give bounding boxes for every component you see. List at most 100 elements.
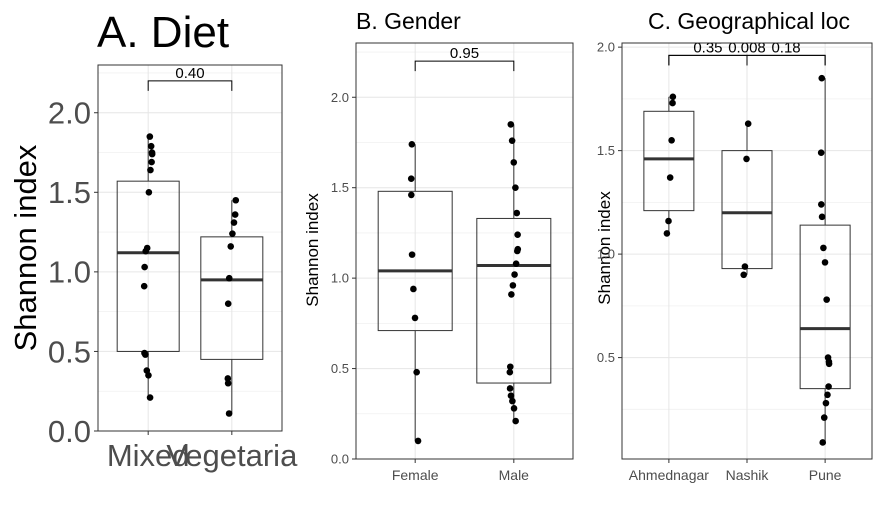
gender-data-point: [407, 175, 415, 182]
gender-data-point: [413, 368, 420, 376]
panel-gender-y-axis-label: Shannon index: [303, 193, 322, 307]
gender-y-tick-label: 2.0: [331, 90, 349, 105]
gender-data-point: [512, 260, 520, 267]
diet-data-point: [141, 263, 148, 271]
geo-p-value-label: 0.35: [693, 39, 722, 56]
geo-data-point: [817, 201, 825, 208]
geo-data-point: [669, 93, 677, 101]
gender-data-point: [511, 271, 518, 278]
panel-gender: B. Gender Shannon index 0.0 0.5 1.0 1.5 2.0 F…: [303, 8, 574, 483]
panel-gender-plot: 0.0 0.5 1.0 1.5 2.0 Female Male 0.95: [331, 42, 574, 483]
gender-data-point: [506, 368, 514, 376]
diet-y-tick-label: 0.0: [48, 414, 91, 449]
geo-data-point: [741, 263, 749, 270]
gender-data-point: [513, 247, 521, 255]
geo-data-point: [744, 120, 752, 128]
geo-box: [721, 150, 773, 270]
gender-x-tick-label: Female: [392, 467, 439, 483]
gender-p-value-label: 0.95: [450, 45, 479, 62]
gender-data-point: [509, 397, 516, 405]
panel-geographical-location: C. Geographical loc Shannon index 0.5 1.0…: [595, 8, 873, 483]
diet-data-point: [146, 394, 154, 401]
panel-diet: A. Diet Shannon index 0.0 0.5 1.0 1.5 2.0 Mix…: [8, 8, 298, 473]
gender-data-point: [507, 392, 515, 399]
diet-data-point: [148, 158, 155, 166]
gender-data-point: [411, 314, 419, 322]
gender-y-tick-label: 0.5: [331, 361, 349, 376]
gender-data-point: [410, 285, 417, 293]
gender-panel-border: [355, 42, 574, 460]
geo-data-point: [825, 383, 832, 390]
diet-data-point: [224, 375, 232, 382]
geo-panel-border: [621, 42, 873, 460]
diet-box: [116, 180, 180, 352]
diet-significance-bracket: [147, 80, 233, 91]
geo-y-tick-label: 1.0: [597, 247, 615, 262]
diet-data-point: [145, 372, 152, 379]
diet-box: [200, 236, 264, 360]
geo-p-value-label: 0.008: [728, 39, 766, 56]
gender-box: [476, 217, 552, 384]
geo-data-point: [819, 439, 827, 446]
panel-diet-y-axis-label: Shannon index: [8, 144, 43, 351]
diet-data-point: [145, 189, 153, 196]
gender-y-tick-label: 1.0: [331, 271, 349, 286]
diet-data-point: [140, 282, 148, 290]
gender-data-point: [514, 231, 521, 239]
geo-data-point: [825, 360, 833, 368]
geo-box: [643, 110, 695, 212]
diet-y-tick-label: 1.5: [48, 175, 91, 210]
geo-data-point: [821, 259, 829, 266]
gender-data-point: [508, 291, 515, 298]
geo-x-tick-label: Pune: [809, 467, 842, 483]
gender-box: [377, 190, 453, 332]
gender-x-tick-label: Male: [499, 467, 530, 483]
diet-x-tick-label: Vegetaria: [166, 438, 298, 473]
gender-data-point: [513, 209, 521, 217]
gender-data-point: [509, 282, 517, 289]
panel-geographical-location-plot: 0.5 1.0 1.5 2.0 Ahmednagar Nashik Pune 0.35 0.00…: [597, 39, 873, 483]
geo-data-point: [743, 155, 750, 163]
geo-data-point: [824, 391, 831, 399]
geo-x-tick-label: Nashik: [726, 467, 770, 483]
gender-data-point: [408, 251, 416, 258]
diet-panel-border: [97, 64, 283, 432]
diet-data-point: [229, 230, 236, 237]
geo-y-tick-label: 0.5: [597, 350, 615, 365]
diet-data-point: [147, 142, 155, 150]
panel-diet-title: A. Diet: [97, 8, 229, 57]
gender-data-point: [506, 385, 514, 392]
gender-y-tick-label: 1.5: [331, 180, 349, 195]
geo-data-point: [817, 149, 825, 156]
panel-geographical-location-y-axis-label: Shannon index: [595, 191, 614, 305]
gender-significance-bracket: [414, 60, 515, 72]
geo-data-point: [666, 174, 674, 181]
diet-y-tick-label: 0.5: [48, 334, 91, 369]
geo-data-point: [663, 230, 671, 237]
diet-y-tick-label: 1.0: [48, 255, 91, 290]
geo-data-point: [668, 136, 675, 144]
diet-p-value-label: 0.40: [175, 65, 204, 82]
geo-p-value-label: 0.18: [771, 39, 800, 56]
geo-data-point: [740, 271, 748, 279]
gender-data-point: [408, 191, 415, 199]
gender-data-point: [506, 363, 514, 371]
geo-data-point: [669, 99, 676, 107]
geo-data-point: [820, 414, 828, 421]
gender-data-point: [508, 137, 516, 144]
gender-data-point: [408, 140, 416, 148]
gender-y-tick-label: 0.0: [331, 452, 349, 467]
gender-data-point: [512, 417, 519, 425]
geo-box: [799, 224, 851, 390]
geo-y-tick-label: 2.0: [597, 40, 615, 55]
diet-data-point: [227, 243, 235, 250]
geo-data-point: [822, 399, 830, 407]
diet-data-point: [224, 379, 232, 387]
gender-data-point: [510, 405, 518, 412]
geo-data-point: [818, 74, 826, 82]
geo-data-point: [820, 244, 827, 252]
diet-data-point: [147, 166, 154, 174]
gender-data-point: [507, 121, 515, 128]
panel-geographical-location-title: C. Geographical loc: [648, 8, 850, 34]
diet-data-point: [232, 196, 240, 204]
